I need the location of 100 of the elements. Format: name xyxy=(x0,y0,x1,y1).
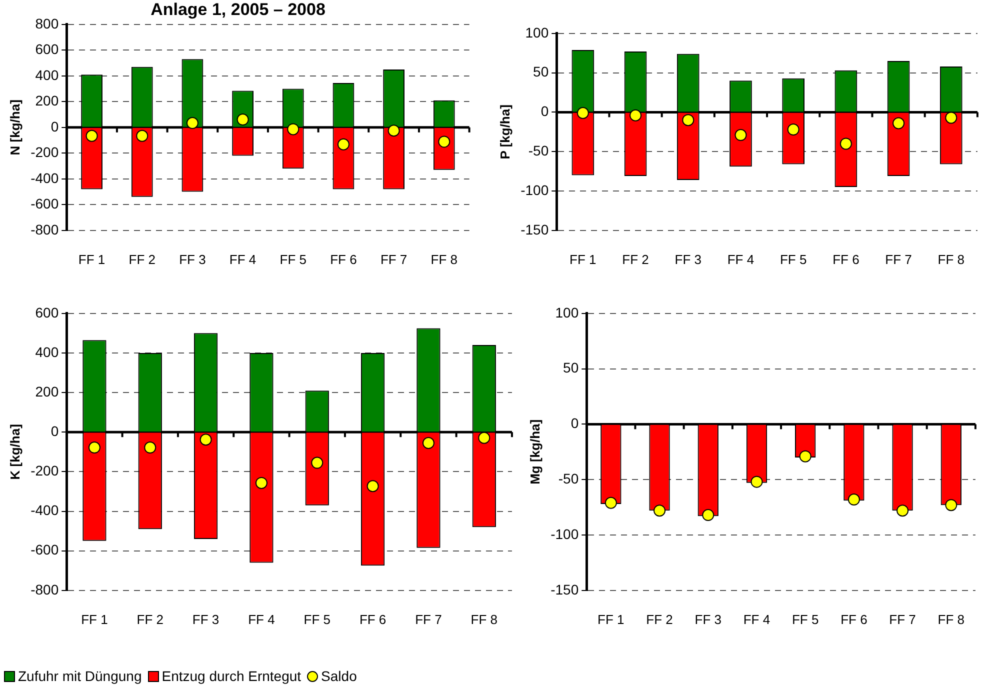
y-tick-label: 400 xyxy=(35,344,59,360)
point xyxy=(892,117,905,130)
point xyxy=(438,136,450,148)
y-tick-label: 100 xyxy=(525,24,549,40)
point xyxy=(604,496,617,509)
y-tick-label: -400 xyxy=(30,502,59,518)
chart-title: Anlage 1, 2005 – 2008 xyxy=(150,0,326,19)
point xyxy=(388,124,400,137)
y-tick-label: -200 xyxy=(30,462,59,479)
x-tick-label: FF 6 xyxy=(330,252,357,267)
x-tick-label: FF 8 xyxy=(470,612,498,627)
point xyxy=(750,476,763,488)
y-tick-label: 200 xyxy=(35,92,59,109)
point xyxy=(734,129,747,142)
x-tick-label: FF 5 xyxy=(792,612,819,627)
point xyxy=(702,509,714,522)
point xyxy=(799,450,812,462)
y-axis-title: Mg [kg/ha] xyxy=(527,419,542,484)
x-tick-label: FF 4 xyxy=(743,612,770,627)
y-tick-label: 50 xyxy=(533,64,549,80)
x-tick-label: FF 1 xyxy=(78,252,106,267)
x-tick-label: FF 6 xyxy=(840,612,868,627)
x-tick-label: FF 2 xyxy=(622,252,649,267)
y-tick-label: -200 xyxy=(30,144,59,160)
point xyxy=(366,480,379,492)
x-tick-label: FF 5 xyxy=(304,612,330,627)
point xyxy=(255,476,268,489)
y-tick-label: -100 xyxy=(550,526,579,542)
y-tick-label: -400 xyxy=(30,170,59,186)
point xyxy=(848,494,860,506)
y-tick-label: 200 xyxy=(35,383,59,400)
y-axis-title: K [kg/ha] xyxy=(7,424,22,480)
point xyxy=(287,123,300,136)
x-tick-label: FF 2 xyxy=(136,612,164,627)
y-tick-label: -600 xyxy=(30,196,59,212)
x-tick-label: FF 8 xyxy=(430,252,458,267)
legend-label: Saldo xyxy=(321,668,357,684)
point xyxy=(422,436,434,449)
x-tick-label: FF 3 xyxy=(674,252,702,267)
y-tick-label: 0 xyxy=(540,103,549,120)
point xyxy=(337,138,350,150)
x-tick-label: FF 2 xyxy=(128,252,156,267)
point xyxy=(88,442,100,454)
x-tick-label: FF 6 xyxy=(832,252,860,267)
x-tick-label: FF 4 xyxy=(248,612,275,627)
point xyxy=(840,138,852,150)
x-tick-label: FF 6 xyxy=(359,612,386,627)
legend-label: Entzug durch Erntegut xyxy=(162,668,302,684)
y-tick-label: 400 xyxy=(35,66,59,83)
y-tick-label: 0 xyxy=(50,118,59,134)
point xyxy=(186,117,198,130)
point xyxy=(787,124,800,136)
point xyxy=(945,112,958,124)
y-tick-label: 0 xyxy=(50,422,59,439)
point xyxy=(136,130,148,142)
point xyxy=(654,504,666,517)
x-tick-label: FF 4 xyxy=(229,252,256,267)
y-tick-label: 800 xyxy=(35,15,59,32)
x-tick-label: FF 5 xyxy=(780,252,807,267)
y-tick-label: -800 xyxy=(30,221,59,238)
x-tick-label: FF 1 xyxy=(570,252,596,267)
x-tick-label: FF 3 xyxy=(694,612,722,627)
x-tick-label: FF 4 xyxy=(727,252,754,267)
point xyxy=(576,106,589,119)
x-tick-label: FF 1 xyxy=(81,612,108,627)
point xyxy=(630,109,642,122)
y-tick-label: 600 xyxy=(35,304,59,320)
point xyxy=(144,442,156,454)
point xyxy=(86,130,98,142)
y-tick-label: -600 xyxy=(30,542,59,558)
point xyxy=(236,114,249,126)
point xyxy=(311,456,324,469)
x-tick-label: FF 8 xyxy=(938,612,965,627)
y-tick-label: 50 xyxy=(563,360,579,376)
x-tick-label: FF 7 xyxy=(885,252,912,267)
point xyxy=(896,504,909,517)
y-tick-label: 100 xyxy=(555,304,579,320)
y-axis-title: P [kg/ha] xyxy=(497,104,512,160)
point xyxy=(200,434,212,446)
x-tick-label: FF 3 xyxy=(192,612,220,627)
x-tick-label: FF 3 xyxy=(179,252,206,267)
point xyxy=(682,114,694,126)
x-tick-label: FF 1 xyxy=(598,612,624,627)
y-tick-label: -50 xyxy=(528,142,549,158)
y-axis-title: N [kg/ha] xyxy=(7,100,22,156)
y-tick-label: 0 xyxy=(570,415,579,432)
y-tick-label: -100 xyxy=(520,182,549,198)
x-tick-label: FF 5 xyxy=(280,252,306,267)
x-tick-label: FF 7 xyxy=(889,612,916,627)
y-tick-label: 600 xyxy=(35,41,59,58)
x-tick-label: FF 7 xyxy=(380,252,408,267)
y-tick-label: -150 xyxy=(550,581,579,598)
x-tick-label: FF 7 xyxy=(415,612,442,627)
y-tick-label: -150 xyxy=(520,221,549,238)
legend-label: Zufuhr mit Düngung xyxy=(18,668,142,684)
x-tick-label: FF 8 xyxy=(938,252,965,267)
point xyxy=(945,499,958,512)
y-tick-label: -50 xyxy=(558,470,579,486)
x-tick-label: FF 2 xyxy=(646,612,673,627)
y-tick-label: -800 xyxy=(30,581,59,598)
